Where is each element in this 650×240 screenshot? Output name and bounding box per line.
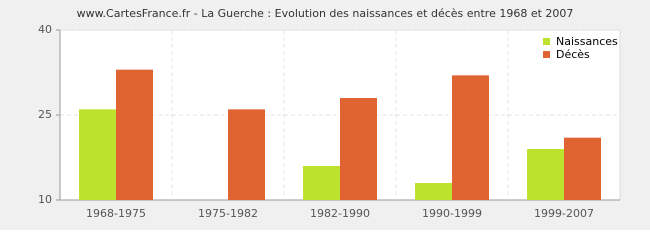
x-tick-label: 1982-1990	[310, 207, 370, 220]
x-tick-label: 1990-1999	[422, 207, 482, 220]
bar	[564, 137, 601, 200]
bar	[340, 98, 377, 200]
y-tick-label: 25	[38, 108, 52, 121]
bar	[79, 109, 116, 200]
bar	[415, 183, 452, 200]
legend-label: Naissances	[556, 35, 618, 48]
bar	[527, 149, 564, 200]
legend-label: Décès	[556, 48, 590, 61]
legend-swatch	[543, 51, 550, 58]
bar	[228, 109, 265, 200]
bar	[116, 69, 153, 201]
x-tick-label: 1968-1975	[86, 207, 146, 220]
y-tick-label: 40	[38, 23, 52, 36]
y-tick-label: 10	[38, 193, 52, 206]
bar	[452, 75, 489, 200]
legend-swatch	[543, 38, 550, 45]
chart: www.CartesFrance.fr - La Guerche : Evolu…	[0, 0, 650, 230]
x-tick-label: 1975-1982	[198, 207, 258, 220]
x-tick-label: 1999-2007	[534, 207, 594, 220]
bar	[303, 166, 340, 200]
chart-title: www.CartesFrance.fr - La Guerche : Evolu…	[77, 7, 574, 20]
